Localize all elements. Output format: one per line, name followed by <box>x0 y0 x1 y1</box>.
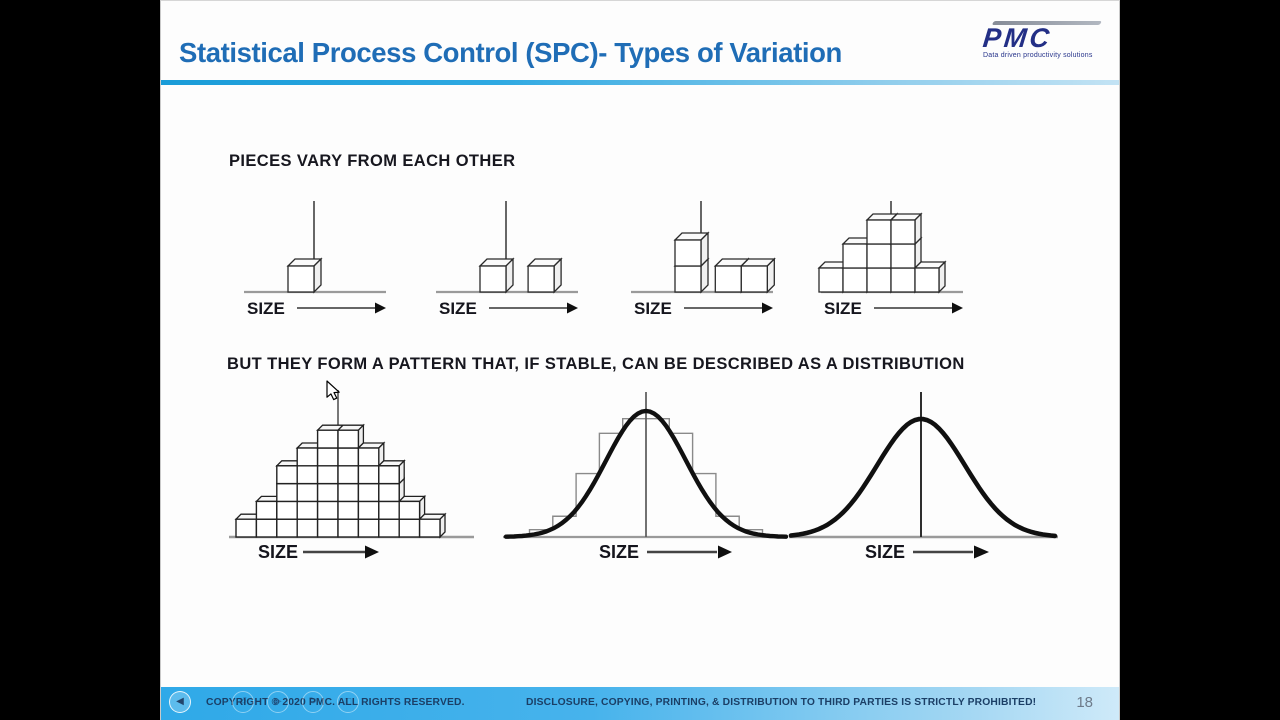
axis-label: SIZE <box>865 542 905 562</box>
diagram-small-histogram: SIZE <box>817 201 963 318</box>
player-back-button[interactable]: ◀ <box>169 691 191 713</box>
axis-label: SIZE <box>258 542 298 562</box>
player-rewind-button[interactable]: ↺ <box>232 691 254 713</box>
diagram-histogram-with-curve: SIZE <box>503 392 789 562</box>
mouse-cursor <box>326 380 340 401</box>
copyright-text: COPYRIGHT © 2020 PMC. ALL RIGHTS RESERVE… <box>206 697 465 708</box>
diagram-cube-pyramid: SIZE <box>229 390 474 562</box>
logo-tagline: Data driven productivity solutions <box>983 51 1093 59</box>
player-forward-button[interactable]: ↻ <box>302 691 324 713</box>
page-number: 18 <box>1076 694 1093 711</box>
heading-pieces-vary: PIECES VARY FROM EACH OTHER <box>229 152 516 170</box>
logo-text: PMC <box>981 22 1054 53</box>
diagram-smooth-distribution: SIZE <box>788 392 1058 562</box>
player-fullscreen-button[interactable]: ◻ <box>337 691 359 713</box>
diagram-single-piece: SIZE <box>244 201 386 318</box>
slide: Statistical Process Control (SPC)- Types… <box>160 0 1120 720</box>
pmc-logo: PMC Data driven productivity solutions <box>981 21 1113 59</box>
header-rule <box>161 80 1119 85</box>
axis-label: SIZE <box>439 299 477 318</box>
page-title: Statistical Process Control (SPC)- Types… <box>179 37 842 68</box>
heading-distribution: BUT THEY FORM A PATTERN THAT, IF STABLE,… <box>227 355 965 373</box>
diagram-two-pieces: SIZE <box>436 201 578 318</box>
axis-label: SIZE <box>247 299 285 318</box>
player-play-button[interactable]: ▶ <box>267 691 289 713</box>
diagrams-canvas: SIZE SIZE SIZE SIZE SIZE SIZE SIZE <box>229 201 1058 562</box>
footer-bar: COPYRIGHT © 2020 PMC. ALL RIGHTS RESERVE… <box>161 687 1119 720</box>
diagram-stack-and-pair: SIZE <box>631 201 776 318</box>
axis-label: SIZE <box>824 299 862 318</box>
axis-label: SIZE <box>599 542 639 562</box>
axis-label: SIZE <box>634 299 672 318</box>
disclosure-text: DISCLOSURE, COPYING, PRINTING, & DISTRIB… <box>526 697 1037 708</box>
